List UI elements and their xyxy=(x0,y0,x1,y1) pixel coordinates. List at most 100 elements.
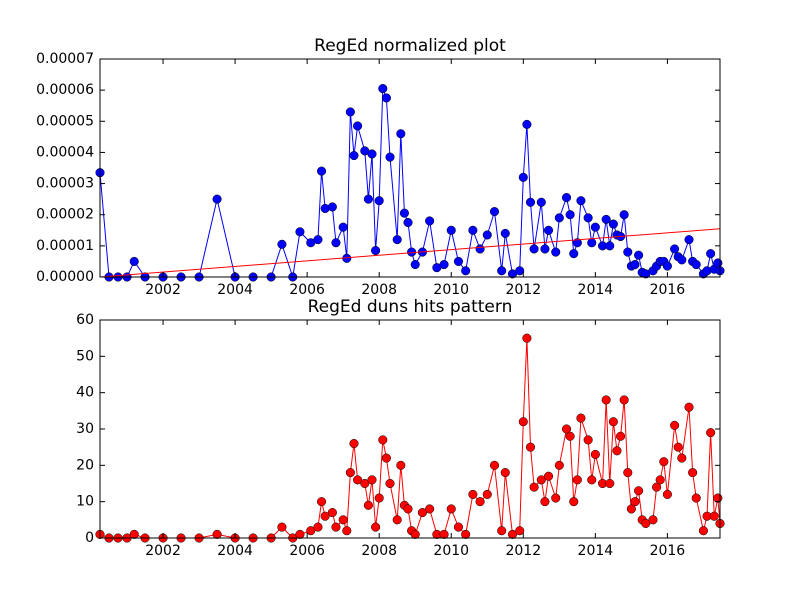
data-point xyxy=(630,497,640,507)
data-point xyxy=(410,529,420,539)
data-point xyxy=(576,196,586,206)
data-point xyxy=(331,238,341,248)
data-point xyxy=(590,449,600,459)
data-point xyxy=(277,239,287,249)
x-tick-label: 2008 xyxy=(361,543,397,559)
data-point xyxy=(623,247,633,257)
data-point xyxy=(461,529,471,539)
data-point xyxy=(576,413,586,423)
data-point xyxy=(572,238,582,248)
data-point xyxy=(327,508,337,518)
data-point xyxy=(371,245,381,256)
y-tick-label: 60 xyxy=(76,312,94,328)
data-point xyxy=(619,210,629,220)
data-point xyxy=(706,428,716,438)
data-point xyxy=(212,194,222,204)
data-point xyxy=(338,222,348,232)
data-point xyxy=(403,217,413,228)
y-tick-label: 10 xyxy=(76,494,94,510)
y-tick-label: 50 xyxy=(76,348,94,364)
data-point xyxy=(515,266,525,276)
data-point xyxy=(670,420,680,430)
chart-title: RegEd normalized plot xyxy=(314,36,506,56)
data-point xyxy=(353,121,363,131)
x-tick-label: 2004 xyxy=(217,543,253,559)
y-tick-label: 30 xyxy=(76,421,94,437)
data-point xyxy=(525,442,536,452)
data-point xyxy=(691,493,701,503)
data-point xyxy=(446,225,456,235)
data-point xyxy=(374,493,384,503)
data-point xyxy=(338,515,348,525)
y-tick-label: 0.00005 xyxy=(36,113,94,129)
data-point xyxy=(367,149,377,159)
data-point xyxy=(392,235,402,245)
x-tick-label: 2010 xyxy=(433,282,469,298)
data-point xyxy=(410,259,420,270)
data-point xyxy=(590,222,600,232)
x-tick-label: 2016 xyxy=(650,282,686,298)
data-point xyxy=(392,515,402,525)
data-point xyxy=(129,529,139,539)
data-point xyxy=(425,504,435,514)
data-point xyxy=(482,230,492,240)
data-point xyxy=(662,261,672,271)
data-point xyxy=(569,249,579,259)
data-point xyxy=(500,228,510,238)
data-point xyxy=(439,259,449,270)
data-point xyxy=(396,129,406,139)
x-tick-label: 2008 xyxy=(361,282,397,298)
data-point xyxy=(551,493,561,503)
data-point xyxy=(536,197,546,207)
data-point xyxy=(565,210,575,220)
data-point xyxy=(385,478,395,489)
data-point xyxy=(468,489,478,499)
y-tick-label: 0 xyxy=(85,530,94,546)
y-tick-label: 0.00002 xyxy=(36,207,94,223)
data-point xyxy=(349,438,359,449)
data-point xyxy=(522,333,532,343)
data-point xyxy=(684,235,694,245)
x-tick-label: 2006 xyxy=(289,282,325,298)
data-point xyxy=(691,259,701,270)
data-point xyxy=(295,529,305,539)
x-tick-label: 2002 xyxy=(145,543,181,559)
data-point xyxy=(381,453,391,463)
data-point xyxy=(648,515,658,525)
data-point xyxy=(616,431,626,441)
data-point xyxy=(371,522,381,532)
data-point xyxy=(641,518,651,529)
data-point xyxy=(583,435,593,445)
data-point xyxy=(583,213,593,223)
data-point xyxy=(677,453,687,463)
data-point xyxy=(619,395,629,405)
x-tick-label: 2004 xyxy=(217,282,253,298)
data-point xyxy=(709,511,719,521)
chart-title: RegEd duns hits pattern xyxy=(308,297,513,317)
data-point xyxy=(403,504,413,514)
data-point xyxy=(295,227,305,237)
data-point xyxy=(378,435,388,445)
data-point xyxy=(317,166,327,176)
data-point xyxy=(331,522,341,532)
data-point xyxy=(587,238,597,248)
data-point xyxy=(554,213,564,223)
data-point xyxy=(453,522,464,532)
data-point xyxy=(363,500,373,510)
data-point xyxy=(569,497,579,507)
data-point xyxy=(543,471,554,481)
data-point xyxy=(306,526,316,536)
y-tick-label: 20 xyxy=(76,457,94,473)
data-point xyxy=(497,266,507,276)
data-point xyxy=(385,152,395,162)
x-tick-label: 2014 xyxy=(578,543,614,559)
data-point xyxy=(677,255,687,265)
data-point xyxy=(634,250,644,260)
y-tick-label: 0.00006 xyxy=(36,82,94,98)
x-tick-label: 2012 xyxy=(505,282,541,298)
y-tick-label: 0.00000 xyxy=(36,269,94,285)
data-point xyxy=(475,244,485,254)
data-point xyxy=(713,493,723,503)
x-tick-label: 2016 xyxy=(650,543,686,559)
x-tick-label: 2014 xyxy=(578,282,614,298)
